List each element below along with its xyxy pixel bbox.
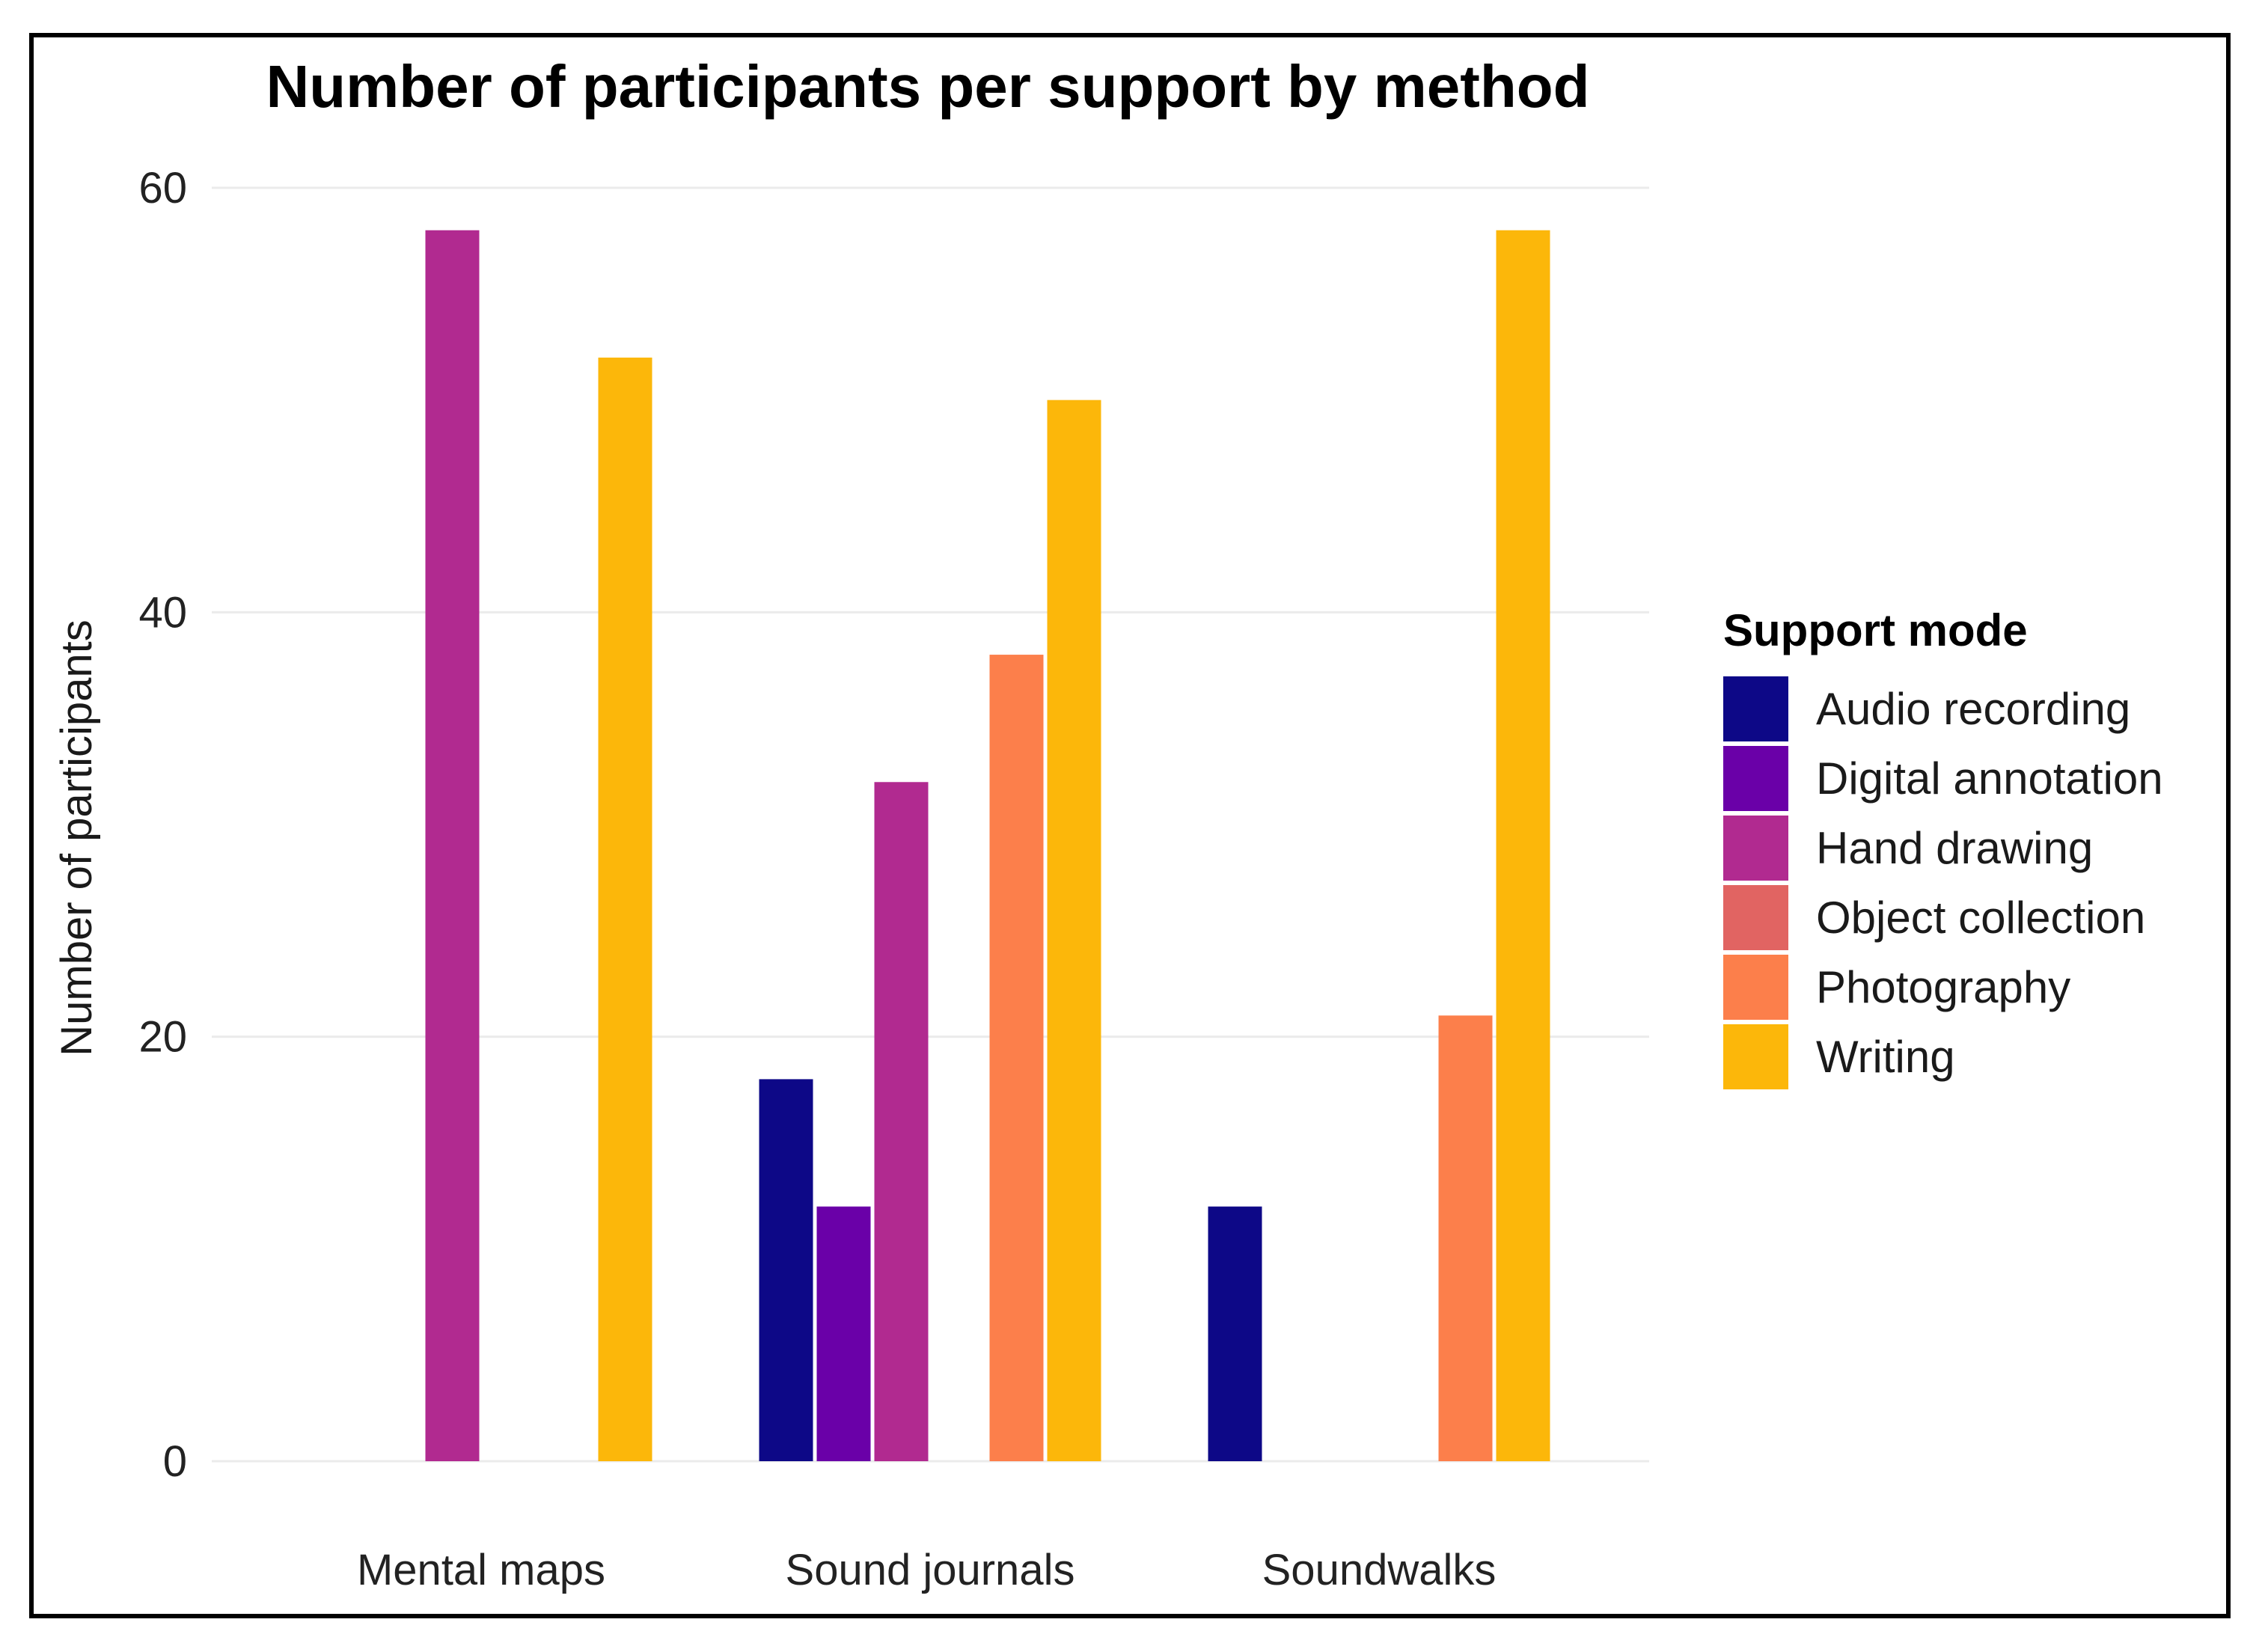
bar-soundwalks-audio-recording: [1208, 1206, 1262, 1461]
chart-frame: [29, 33, 2231, 1618]
legend-swatch-object-collection: [1723, 885, 1788, 950]
legend-swatch-audio-recording: [1723, 676, 1788, 741]
x-tick-label-soundwalks: Soundwalks: [1262, 1546, 1497, 1594]
legend-title: Support mode: [1723, 605, 2028, 655]
bar-sound-journals-writing: [1047, 400, 1101, 1461]
legend-label-digital-annotation: Digital annotation: [1816, 753, 2163, 804]
bar-sound-journals-hand-drawing: [874, 782, 929, 1461]
legend-label-object-collection: Object collection: [1816, 893, 2145, 943]
chart-title: Number of participants per support by me…: [266, 53, 1589, 120]
y-axis-ticks: 0 20 40 60: [138, 164, 187, 1486]
bar-sound-journals-audio-recording: [759, 1079, 813, 1461]
bar-soundwalks-photography: [1438, 1015, 1493, 1461]
bar-sound-journals-photography: [989, 655, 1044, 1461]
bar-soundwalks-writing: [1496, 230, 1550, 1461]
bar-mental-maps-hand-drawing: [425, 230, 480, 1461]
y-tick-label-0: 0: [163, 1437, 187, 1486]
y-tick-label-60: 60: [138, 164, 187, 212]
legend-label-photography: Photography: [1816, 962, 2070, 1012]
legend: Support mode Audio recording Digital anno…: [1723, 605, 2163, 1089]
legend-items: Audio recording Digital annotation Hand dr…: [1723, 676, 2163, 1089]
bar-mental-maps-writing: [598, 357, 652, 1461]
bars: [425, 230, 1550, 1461]
legend-swatch-digital-annotation: [1723, 746, 1788, 811]
legend-swatch-photography: [1723, 955, 1788, 1020]
y-tick-label-20: 20: [138, 1013, 187, 1062]
legend-label-writing: Writing: [1816, 1032, 1955, 1082]
x-tick-label-mental-maps: Mental maps: [357, 1546, 605, 1594]
y-axis-title: Number of participants: [52, 620, 101, 1056]
legend-swatch-hand-drawing: [1723, 816, 1788, 881]
x-axis-ticks: Mental maps Sound journals Soundwalks: [357, 1546, 1496, 1594]
legend-swatch-writing: [1723, 1024, 1788, 1089]
x-tick-label-sound-journals: Sound journals: [786, 1546, 1075, 1594]
bar-sound-journals-digital-annotation: [816, 1206, 871, 1461]
legend-label-audio-recording: Audio recording: [1816, 684, 2130, 734]
legend-label-hand-drawing: Hand drawing: [1816, 823, 2093, 873]
y-tick-label-40: 40: [138, 588, 187, 637]
